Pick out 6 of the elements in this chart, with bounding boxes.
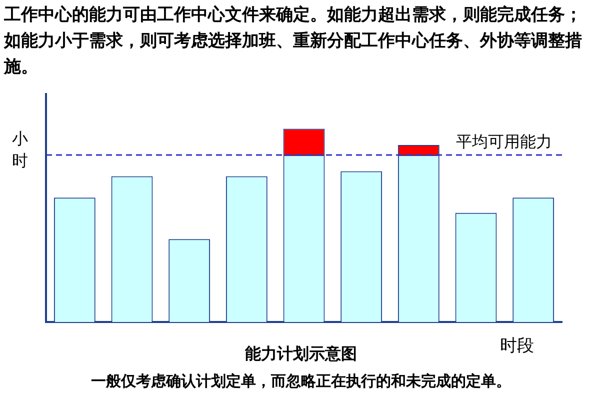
x-axis-title: 时段 [500, 335, 534, 357]
ref-line-label: 平均可用能力 [456, 132, 552, 152]
text: 一般仅考虑确认计划定单，而忽略正在执行的和未完成的定单。 [90, 372, 512, 391]
text: 能力计划示意图 [245, 344, 357, 363]
chart-title: 工作中心的能力可由工作中心文件来确定。如能力超出需求，则能完成任务；如能力小于需求，则可考虑选择加班、重新分配工作中心任务、外协等调整措施。 [4, 4, 583, 79]
y-axis-title: 小时 [11, 128, 29, 172]
